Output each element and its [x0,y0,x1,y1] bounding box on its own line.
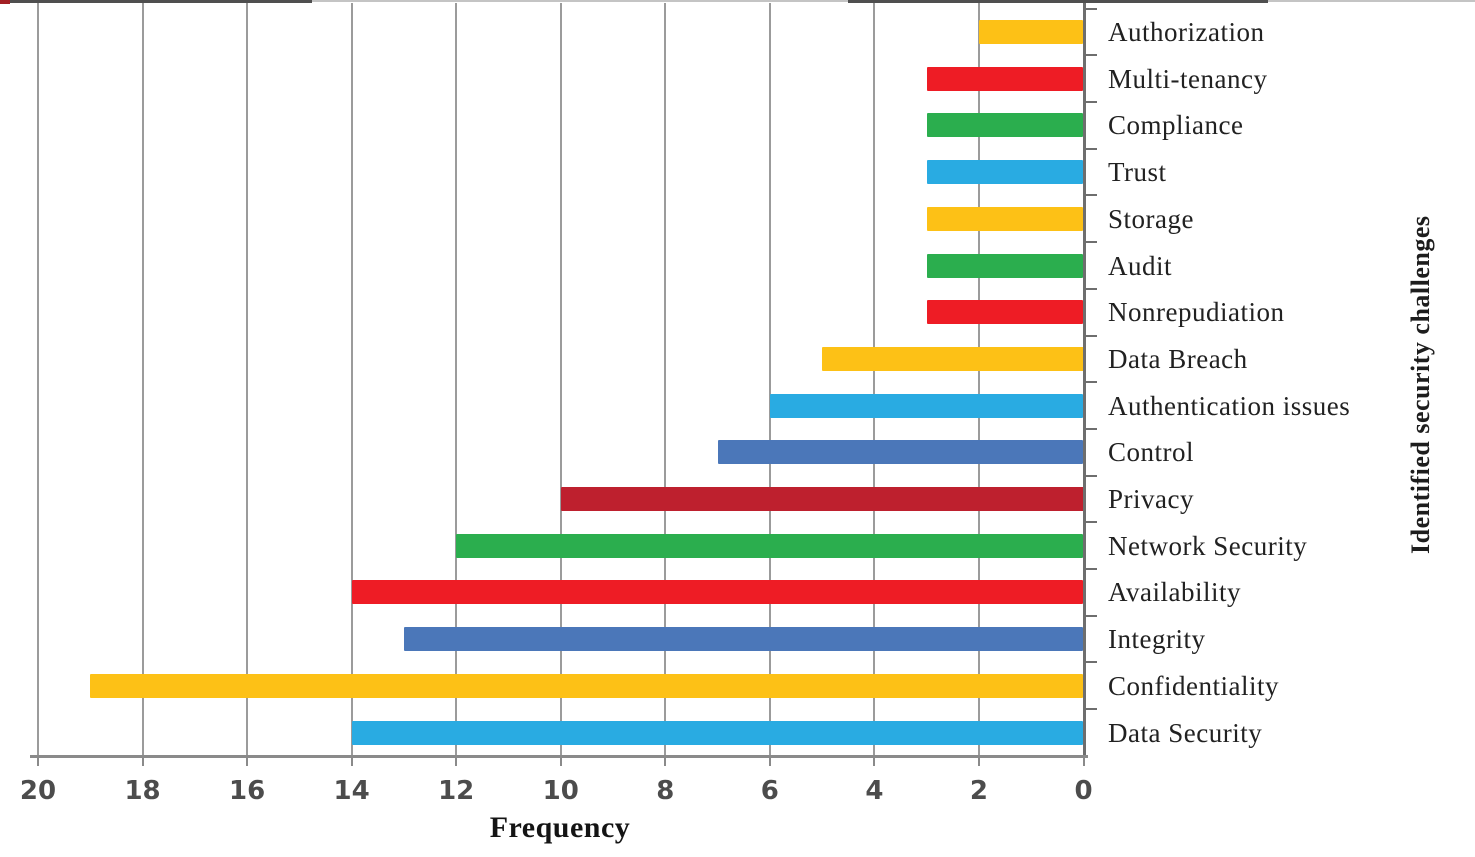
bar-compliance [926,113,1084,138]
tick-label-10: 10 [542,776,579,806]
gridline-16 [246,3,249,755]
tick-label-20: 20 [19,776,57,806]
category-label-nonrepudiation: Nonrepudiation [1108,297,1285,328]
category-axis-tick-6 [1083,287,1097,290]
bar-data-security [351,720,1084,745]
category-label-data-security: Data Security [1108,717,1263,748]
axis-tick-10 [559,755,562,766]
gridline-2 [977,3,980,755]
category-label-privacy: Privacy [1108,484,1194,514]
axis-tick-6 [768,755,771,766]
category-axis-tick-15 [1083,708,1097,711]
tick-label-6: 6 [760,776,779,806]
category-label-authentication-issues: Authentication issues [1108,390,1351,421]
category-label-network-security: Network Security [1108,530,1308,561]
category-label-trust: Trust [1108,157,1167,188]
gridline-12 [455,3,458,755]
axis-tick-18 [141,755,144,766]
gridline-6 [768,3,771,755]
category-axis-tick-8 [1083,381,1097,384]
category-axis-tick-3 [1083,147,1097,150]
category-label-compliance: Compliance [1108,110,1244,141]
value-axis-line [30,755,1088,758]
category-axis-tick-5 [1083,241,1097,244]
figure-top-edge [0,0,1475,2]
category-axis-tick-0 [1083,7,1097,10]
bar-authorization [978,20,1084,44]
bar-nonrepudiation [926,300,1084,325]
category-axis-tick-13 [1083,614,1097,617]
scan-artifact-red-mark [0,0,10,4]
axis-tick-14 [350,755,353,766]
axis-tick-12 [455,755,458,766]
bar-authentication-issues [769,393,1084,418]
gridline-4 [873,3,876,755]
gridline-20 [37,3,39,755]
y-axis-title: Identified security challenges [1406,215,1435,555]
bar-network-security [456,533,1084,558]
category-axis-tick-4 [1083,194,1097,197]
category-label-availability: Availability [1108,577,1241,608]
gridline-18 [141,3,144,755]
category-label-authorization: Authorization [1108,17,1265,47]
bar-data-breach [822,346,1084,371]
axis-tick-4 [873,755,876,766]
scan-artifact-line-right [848,0,1268,3]
tick-label-18: 18 [124,776,161,806]
bar-control [717,440,1084,465]
tick-label-0: 0 [1074,776,1093,806]
bar-privacy [560,487,1084,511]
axis-tick-0 [1082,755,1085,766]
bar-availability [351,580,1084,605]
gridline-8 [664,3,667,755]
category-label-data-breach: Data Breach [1108,343,1248,374]
category-label-integrity: Integrity [1108,624,1206,655]
category-axis-tick-7 [1083,334,1097,337]
axis-tick-2 [977,755,980,766]
x-axis-title: Frequency [489,811,631,844]
tick-label-16: 16 [229,776,266,806]
category-label-audit: Audit [1108,250,1173,281]
tick-label-2: 2 [969,776,988,806]
tick-label-8: 8 [656,776,675,806]
bar-storage [926,206,1084,231]
tick-label-12: 12 [438,776,475,806]
gridline-14 [350,3,353,755]
category-axis-tick-9 [1083,427,1097,430]
category-axis-tick-10 [1083,474,1097,477]
category-axis-tick-12 [1083,568,1097,571]
category-axis-tick-14 [1083,661,1097,664]
gridline-10 [559,3,562,755]
axis-tick-16 [246,755,249,766]
bar-multi-tenancy [926,66,1084,91]
scan-artifact-line-left [0,0,312,3]
category-label-confidentiality: Confidentiality [1108,670,1279,701]
category-label-multi-tenancy: Multi-tenancy [1108,63,1268,94]
category-label-control: Control [1108,437,1195,468]
category-axis-tick-11 [1083,521,1097,524]
axis-tick-20 [37,755,39,766]
tick-label-4: 4 [865,776,884,806]
category-axis-line [1083,3,1086,757]
axis-tick-8 [664,755,667,766]
category-axis-tick-1 [1083,54,1097,57]
bar-audit [926,253,1084,278]
category-label-storage: Storage [1108,203,1194,234]
bar-integrity [403,627,1084,652]
bar-confidentiality [90,673,1084,698]
category-axis-tick-2 [1083,101,1097,104]
tick-label-14: 14 [333,776,370,806]
bar-trust [926,160,1084,185]
